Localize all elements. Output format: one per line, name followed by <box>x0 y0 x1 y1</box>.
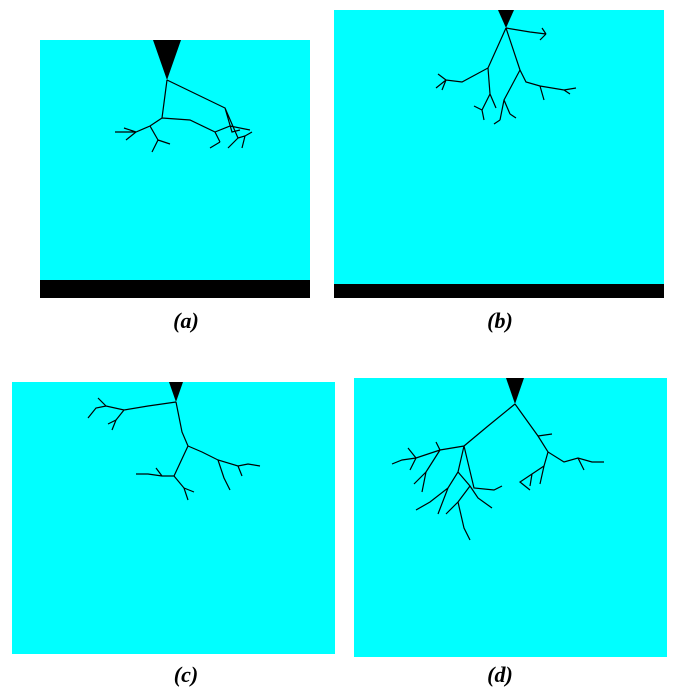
panel-b-tree <box>435 27 577 125</box>
panel-a-tree <box>115 79 253 153</box>
panel-d-background <box>354 378 667 657</box>
panel-d-needle-electrode <box>506 378 524 404</box>
caption-a: (a) <box>173 308 199 333</box>
panel-b-background <box>334 10 664 298</box>
panel-b-canvas <box>334 10 664 298</box>
panel-a-ground-plate <box>40 280 310 298</box>
caption-d: (d) <box>487 662 513 687</box>
panel-b-ground-plate <box>334 284 664 298</box>
panel-c-canvas <box>12 382 335 654</box>
panel-c-background <box>12 382 335 654</box>
panel-a <box>40 40 310 298</box>
panel-a-needle-electrode <box>153 40 181 80</box>
panel-d <box>354 378 667 657</box>
panel-a-canvas <box>40 40 310 298</box>
panel-c-tree <box>87 397 261 501</box>
panel-d-tree <box>391 403 604 541</box>
caption-b: (b) <box>487 308 513 333</box>
caption-c: (c) <box>173 662 199 687</box>
panel-b <box>334 10 664 298</box>
panel-b-needle-electrode <box>498 10 514 28</box>
panel-c-needle-electrode <box>169 382 183 402</box>
panel-a-background <box>40 40 310 298</box>
panel-c <box>12 382 335 654</box>
panel-d-canvas <box>354 378 667 657</box>
